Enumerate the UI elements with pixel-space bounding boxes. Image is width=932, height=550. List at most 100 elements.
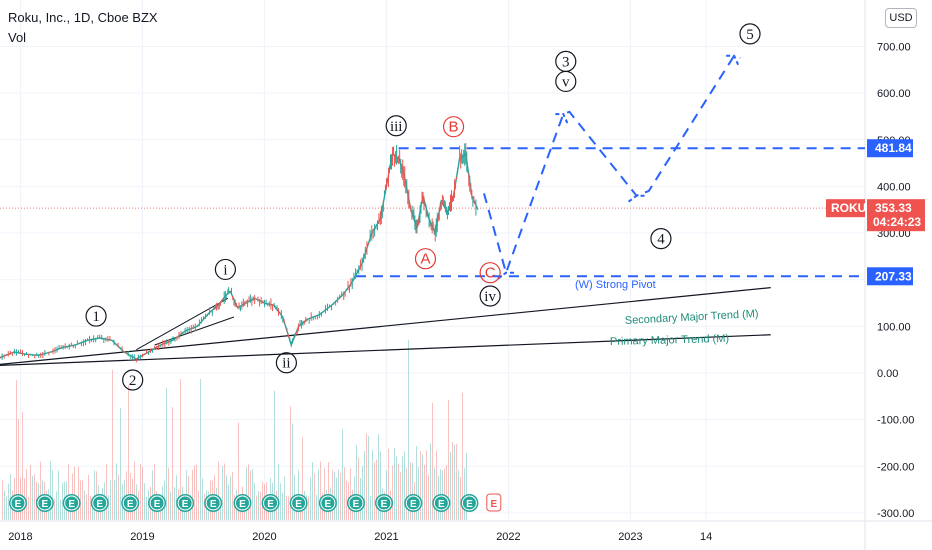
- volume-bar: [54, 499, 55, 520]
- volume-bar: [430, 443, 431, 520]
- price-axis-label: 600.00: [877, 88, 911, 100]
- volume-bar: [436, 450, 437, 520]
- volume-bar: [284, 476, 285, 520]
- earnings-marker: E: [121, 494, 140, 512]
- level-price-tag: [867, 139, 913, 158]
- volume-bar: [444, 468, 445, 520]
- projection-line: [483, 54, 741, 276]
- earnings-marker: E: [35, 494, 54, 512]
- wave-label: v: [562, 74, 570, 90]
- earnings-ring: [433, 495, 449, 511]
- volume-bar: [120, 408, 121, 520]
- volume-bar: [140, 463, 141, 520]
- channel-line: [154, 316, 235, 346]
- volume-bar: [410, 462, 411, 520]
- wave-label: 5: [746, 27, 754, 43]
- volume-bar: [204, 493, 205, 520]
- volume-bar: [362, 466, 363, 520]
- level-price-tag-label: 481.84: [875, 141, 912, 155]
- symbol-legend[interactable]: Roku, Inc., 1D, Cboe BZX: [8, 10, 158, 25]
- wave-label: iii: [390, 119, 403, 135]
- volume-bar: [328, 462, 329, 520]
- earnings-ring: [149, 495, 165, 511]
- volume-bar: [274, 390, 275, 520]
- earnings-label: E: [96, 499, 103, 510]
- volume-bar: [94, 470, 95, 520]
- volume-bar: [34, 473, 35, 520]
- earnings-label: E: [239, 499, 246, 510]
- volume-bar: [320, 461, 321, 520]
- volume-bar: [374, 462, 375, 520]
- volume-bar: [26, 469, 27, 520]
- volume-bar: [220, 499, 221, 520]
- volume-bar: [254, 482, 255, 520]
- earnings-badge: [9, 494, 27, 512]
- current-price-tag: [867, 199, 925, 232]
- wave-label: C: [485, 265, 496, 282]
- wave-circle: [739, 23, 761, 45]
- volume-bar: [324, 468, 325, 520]
- earnings-label: E: [381, 499, 388, 510]
- volume-bar: [278, 463, 279, 520]
- volume-bar: [192, 469, 193, 520]
- pivot-label: (W) Strong Pivot: [575, 279, 656, 291]
- earnings-ring: [205, 495, 221, 511]
- volume-bar: [248, 464, 249, 520]
- volume-bar: [340, 472, 341, 520]
- volume-bar: [286, 496, 287, 520]
- volume-bar: [256, 495, 257, 520]
- wave-circle: [650, 228, 672, 250]
- volume-bar: [356, 445, 357, 520]
- volume-bar: [18, 418, 19, 520]
- earnings-badge: [148, 494, 167, 512]
- currency-button[interactable]: USD: [885, 8, 917, 28]
- volume-bar: [280, 483, 281, 520]
- level-lines: (W) Strong Pivot: [355, 147, 865, 291]
- volume-bar: [338, 469, 339, 520]
- volume-bar: [434, 467, 435, 520]
- volume-bar: [152, 470, 153, 520]
- volume-bar: [4, 490, 5, 520]
- volume-bar: [452, 441, 453, 520]
- earnings-label: E: [42, 499, 49, 510]
- earnings-badge: [261, 494, 280, 512]
- volume-bar: [344, 467, 345, 520]
- price-axis-label: -200.00: [877, 461, 914, 473]
- volume-bar: [422, 454, 423, 520]
- volume-bar: [116, 463, 117, 520]
- earnings-badge: [121, 494, 140, 512]
- volume-bar: [10, 473, 11, 520]
- volume-bar: [78, 466, 79, 520]
- earnings-badge: [318, 494, 337, 512]
- volume-bar: [86, 494, 87, 520]
- volume-bar: [260, 491, 261, 520]
- volume-bar: [50, 461, 51, 520]
- symbol-tag-label: ROKU: [831, 201, 866, 215]
- volume-bar: [406, 468, 407, 520]
- volume-legend[interactable]: Vol: [8, 30, 27, 45]
- volume-bar: [194, 465, 195, 520]
- wave-label: 4: [657, 232, 665, 248]
- wave-label: B: [449, 119, 459, 136]
- volume-bar: [172, 407, 173, 520]
- volume-bar: [404, 451, 405, 520]
- volume-bar: [196, 464, 197, 520]
- volume-bar: [82, 480, 83, 520]
- volume-bar: [424, 464, 425, 520]
- volume-bar: [176, 475, 177, 520]
- volume-bar: [318, 469, 319, 520]
- volume-bar: [398, 463, 399, 520]
- earnings-badge: [204, 494, 223, 512]
- volume-bar: [316, 494, 317, 520]
- volume-bar: [106, 463, 107, 520]
- volume-bar: [32, 475, 33, 520]
- volume-bar: [238, 422, 239, 520]
- volume-bar: [222, 466, 223, 520]
- wave-label: A: [420, 251, 430, 268]
- volume-bar: [250, 470, 251, 520]
- volume-bar: [168, 467, 169, 520]
- time-axis-label: 2018: [8, 531, 32, 543]
- earnings-label: E: [325, 499, 332, 510]
- volume-bar: [68, 464, 69, 520]
